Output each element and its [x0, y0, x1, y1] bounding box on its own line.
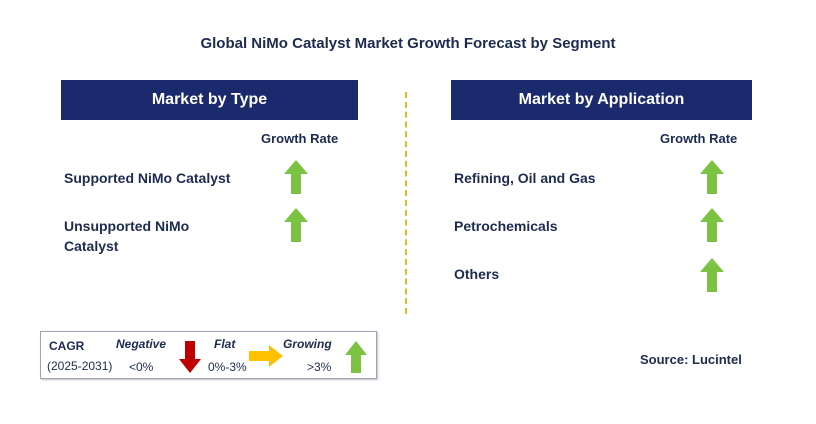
- legend-growing-label: Growing: [283, 337, 332, 351]
- chart-title: Global NiMo Catalyst Market Growth Forec…: [200, 35, 616, 52]
- growing-arrow-icon: [700, 258, 724, 292]
- legend-flat-label: Flat: [214, 337, 236, 351]
- growth-rate-label-application: Growth Rate: [660, 131, 738, 146]
- row-label-supported: Supported NiMo Catalyst: [64, 170, 231, 186]
- panel-header-type: Market by Type: [61, 80, 358, 120]
- row-label-unsupported-line2: Catalyst: [64, 238, 119, 254]
- panel-header-application: Market by Application: [451, 80, 752, 120]
- row-label-unsupported-line1: Unsupported NiMo: [64, 218, 190, 234]
- negative-arrow-icon: [179, 341, 201, 373]
- legend-flat-range: 0%-3%: [208, 360, 247, 374]
- legend-cagr-label: CAGR: [49, 339, 85, 353]
- growing-arrow-icon: [700, 208, 724, 242]
- growing-arrow-icon: [284, 160, 308, 194]
- growing-arrow-icon: [700, 160, 724, 194]
- legend-box: CAGR (2025-2031) Negative <0% Flat 0%-3%…: [40, 331, 377, 379]
- flat-arrow-icon: [249, 345, 283, 367]
- panel-divider: [405, 92, 407, 314]
- row-label-others: Others: [454, 266, 500, 282]
- growing-arrow-icon: [345, 341, 367, 373]
- source-note: Source: Lucintel: [640, 352, 742, 367]
- legend-negative-label: Negative: [116, 337, 167, 351]
- legend-period: (2025-2031): [47, 359, 113, 373]
- row-label-refining: Refining, Oil and Gas: [454, 170, 596, 186]
- growing-arrow-icon: [284, 208, 308, 242]
- growth-rate-label-type: Growth Rate: [261, 131, 339, 146]
- row-label-petrochemicals: Petrochemicals: [454, 218, 558, 234]
- legend-growing-range: >3%: [307, 360, 332, 374]
- legend-negative-range: <0%: [129, 360, 154, 374]
